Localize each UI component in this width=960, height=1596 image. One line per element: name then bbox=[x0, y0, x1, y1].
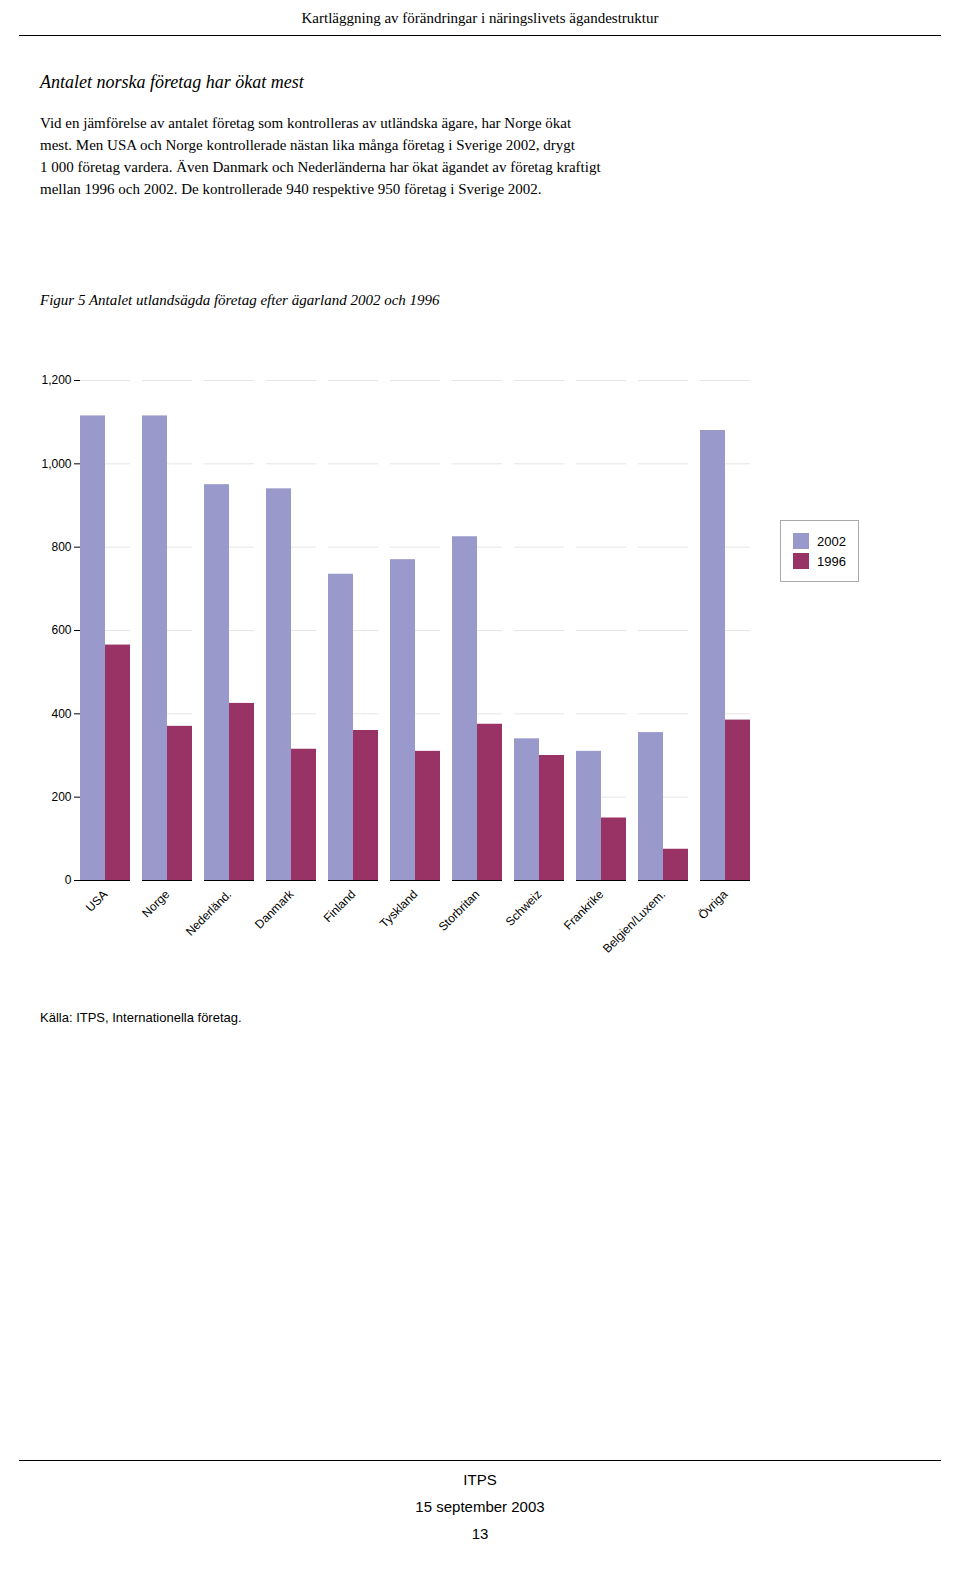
svg-text:Danmark: Danmark bbox=[252, 887, 297, 932]
html-text:13: 13 bbox=[471, 1525, 489, 1542]
html-text:Figur 5 Antalet utlandsägda fö: Figur 5 Antalet utlandsägda företag efte… bbox=[40, 292, 440, 308]
svg-text:Nederländ.: Nederländ. bbox=[183, 887, 234, 938]
svg-text:USA: USA bbox=[83, 887, 110, 914]
svg-text:600: 600 bbox=[51, 623, 71, 637]
svg-text:200: 200 bbox=[51, 790, 71, 804]
svg-text:1,000: 1,000 bbox=[41, 457, 71, 471]
html-text:mest. Men USA och Norge kontro: mest. Men USA och Norge kontrollerade nä… bbox=[40, 137, 575, 153]
html-text:Vid en jämförelse av antalet f: Vid en jämförelse av antalet företag som… bbox=[40, 115, 572, 131]
svg-text:Frankrike: Frankrike bbox=[561, 887, 606, 932]
svg-text:Tyskland: Tyskland bbox=[377, 887, 420, 930]
svg-text:Norge: Norge bbox=[139, 887, 172, 920]
html-text:mellan 1996 och 2002. De kontr: mellan 1996 och 2002. De kontrollerade 9… bbox=[40, 181, 542, 197]
svg-text:Schweiz: Schweiz bbox=[503, 887, 544, 928]
html-text:1996: 1996 bbox=[817, 553, 846, 569]
svg-text:0: 0 bbox=[65, 873, 72, 887]
html-text:1 000 företag vardera. Även Da: 1 000 företag vardera. Även Danmark och … bbox=[40, 159, 601, 175]
svg-text:Finland: Finland bbox=[321, 887, 359, 925]
svg-text:400: 400 bbox=[51, 707, 71, 721]
html-text:15 september 2003: 15 september 2003 bbox=[415, 1498, 545, 1515]
svg-text:Övriga: Övriga bbox=[695, 887, 730, 922]
html-text:2002: 2002 bbox=[817, 533, 846, 549]
html-text:ITPS: ITPS bbox=[463, 1471, 497, 1488]
svg-text:Belgien/Luxem.: Belgien/Luxem. bbox=[600, 887, 668, 955]
html-text:Antalet norska företag har öka: Antalet norska företag har ökat mest bbox=[40, 72, 304, 92]
svg-text:1,200: 1,200 bbox=[41, 373, 71, 387]
html-text:Kartläggning av förändringar i: Kartläggning av förändringar i näringsli… bbox=[301, 10, 659, 26]
svg-text:Storbritan: Storbritan bbox=[436, 887, 483, 934]
svg-text:800: 800 bbox=[51, 540, 71, 554]
html-text:Källa: ITPS, Internationella f: Källa: ITPS, Internationella företag. bbox=[40, 1010, 242, 1025]
